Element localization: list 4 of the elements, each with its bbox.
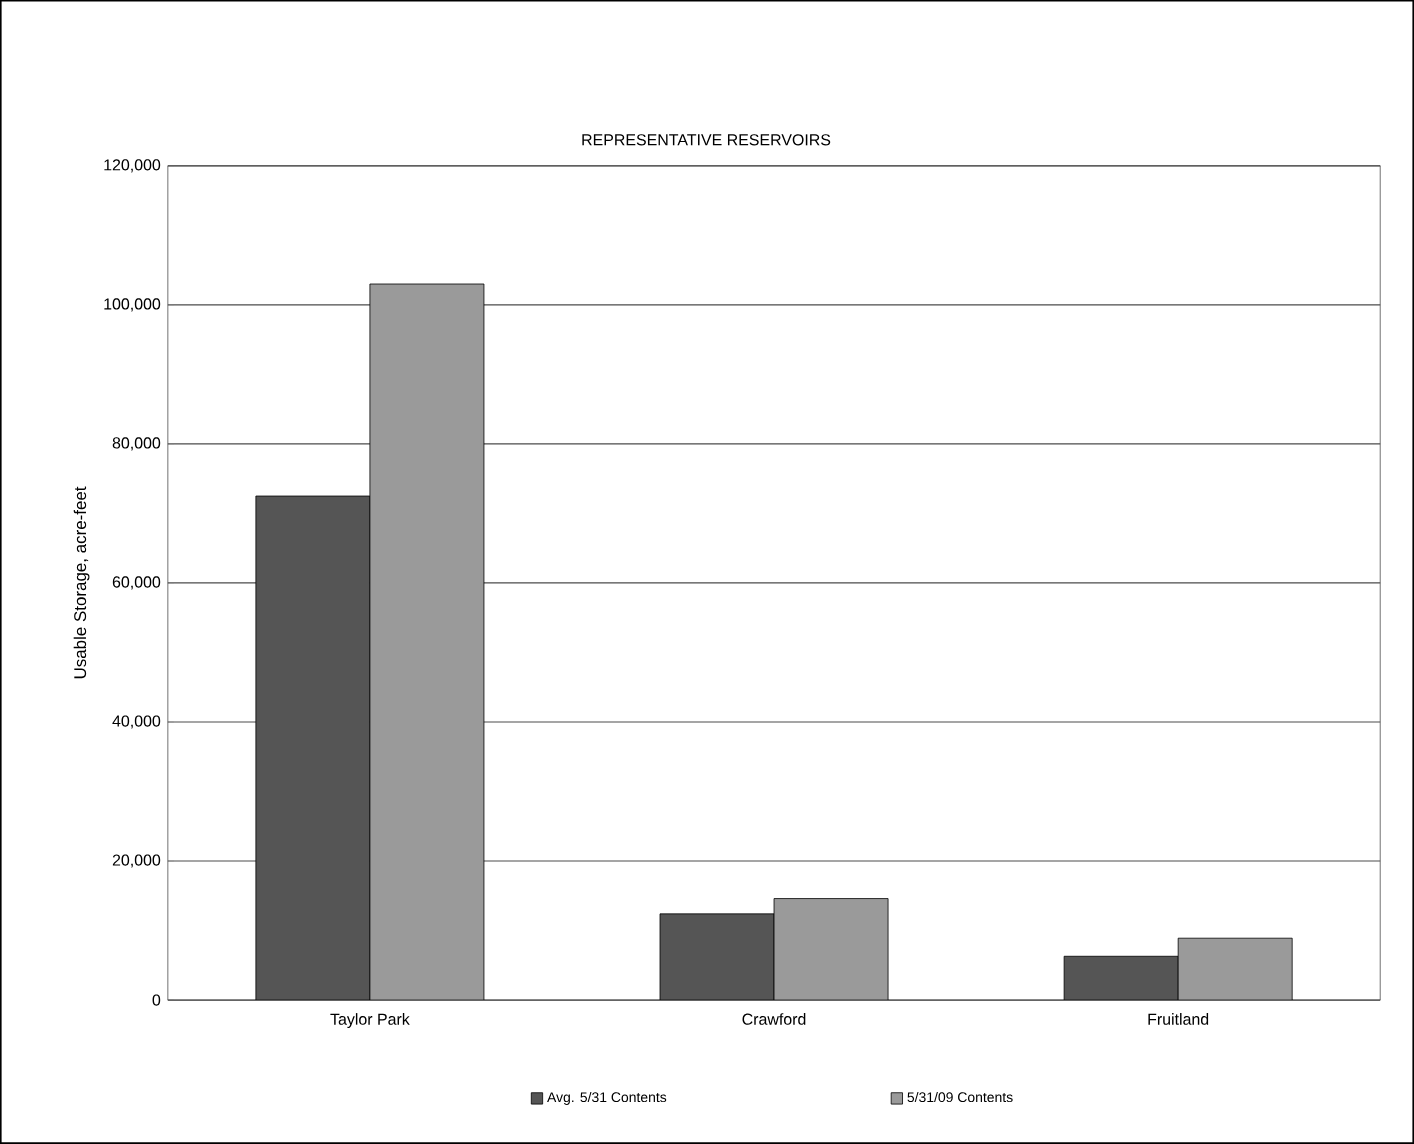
bar	[1177, 937, 1293, 1001]
y-axis-title: Usable Storage, acre-feet	[73, 486, 90, 679]
bar	[369, 283, 485, 1001]
bar	[773, 898, 889, 1001]
